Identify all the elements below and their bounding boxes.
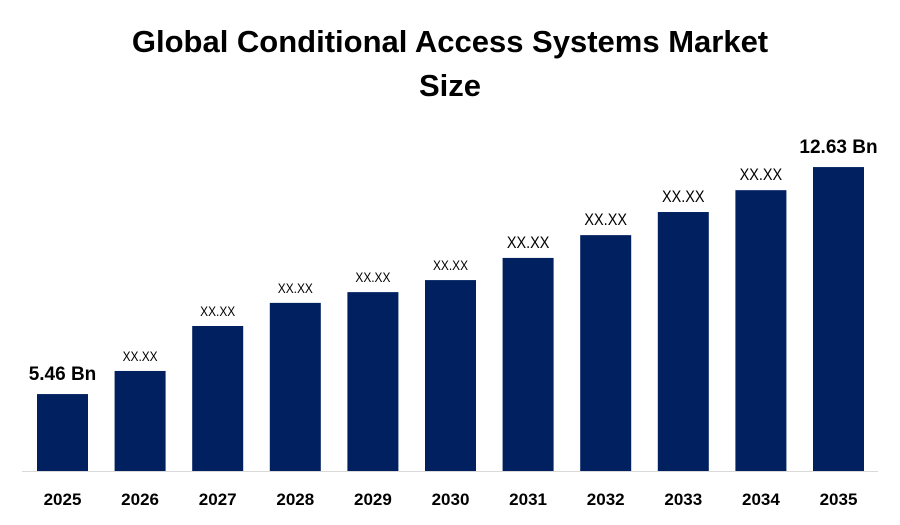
chart-title-line-1: Global Conditional Access Systems Market — [131, 24, 769, 59]
bar-2030 — [425, 280, 476, 471]
data-label-2031: XX.XX — [507, 234, 550, 252]
bar-2025 — [37, 394, 88, 471]
x-tick-label-2031: 2031 — [509, 490, 547, 509]
x-tick-label-2030: 2030 — [432, 490, 470, 509]
data-label-2028: XX.XX — [278, 280, 313, 296]
bar-2032 — [580, 235, 632, 471]
x-tick-label-2035: 2035 — [820, 490, 858, 509]
data-label-2034: XX.XX — [740, 166, 783, 184]
x-tick-label-2032: 2032 — [587, 490, 625, 509]
x-tick-label-2029: 2029 — [354, 490, 392, 509]
x-tick-label-2033: 2033 — [664, 490, 702, 509]
x-tick-label-2028: 2028 — [276, 490, 314, 509]
data-label-2033: XX.XX — [662, 188, 705, 206]
data-label-2035: 12.63 Bn — [799, 137, 877, 158]
x-tick-label-2034: 2034 — [742, 490, 780, 509]
data-label-2029: XX.XX — [355, 269, 390, 285]
x-tick-label-2026: 2026 — [121, 490, 159, 509]
x-tick-label-2025: 2025 — [44, 490, 82, 509]
bar-2035 — [813, 167, 864, 471]
bar-2029 — [347, 292, 399, 471]
bar-2026 — [114, 370, 166, 471]
chart-title-line-2: Size — [418, 68, 482, 103]
data-label-2026: XX.XX — [123, 348, 158, 364]
bar-2028 — [269, 302, 321, 471]
x-tick-label-2027: 2027 — [199, 490, 237, 509]
bar-2027 — [192, 325, 244, 471]
bar-2033 — [657, 212, 709, 472]
data-label-2025: 5.46 Bn — [29, 364, 97, 385]
data-label-2030: XX.XX — [433, 257, 468, 273]
data-label-2032: XX.XX — [584, 211, 627, 229]
bar-2034 — [735, 190, 787, 472]
data-label-2027: XX.XX — [200, 303, 235, 319]
bar-2031 — [502, 257, 554, 471]
chart-title: Global Conditional Access Systems Market… — [0, 20, 900, 108]
